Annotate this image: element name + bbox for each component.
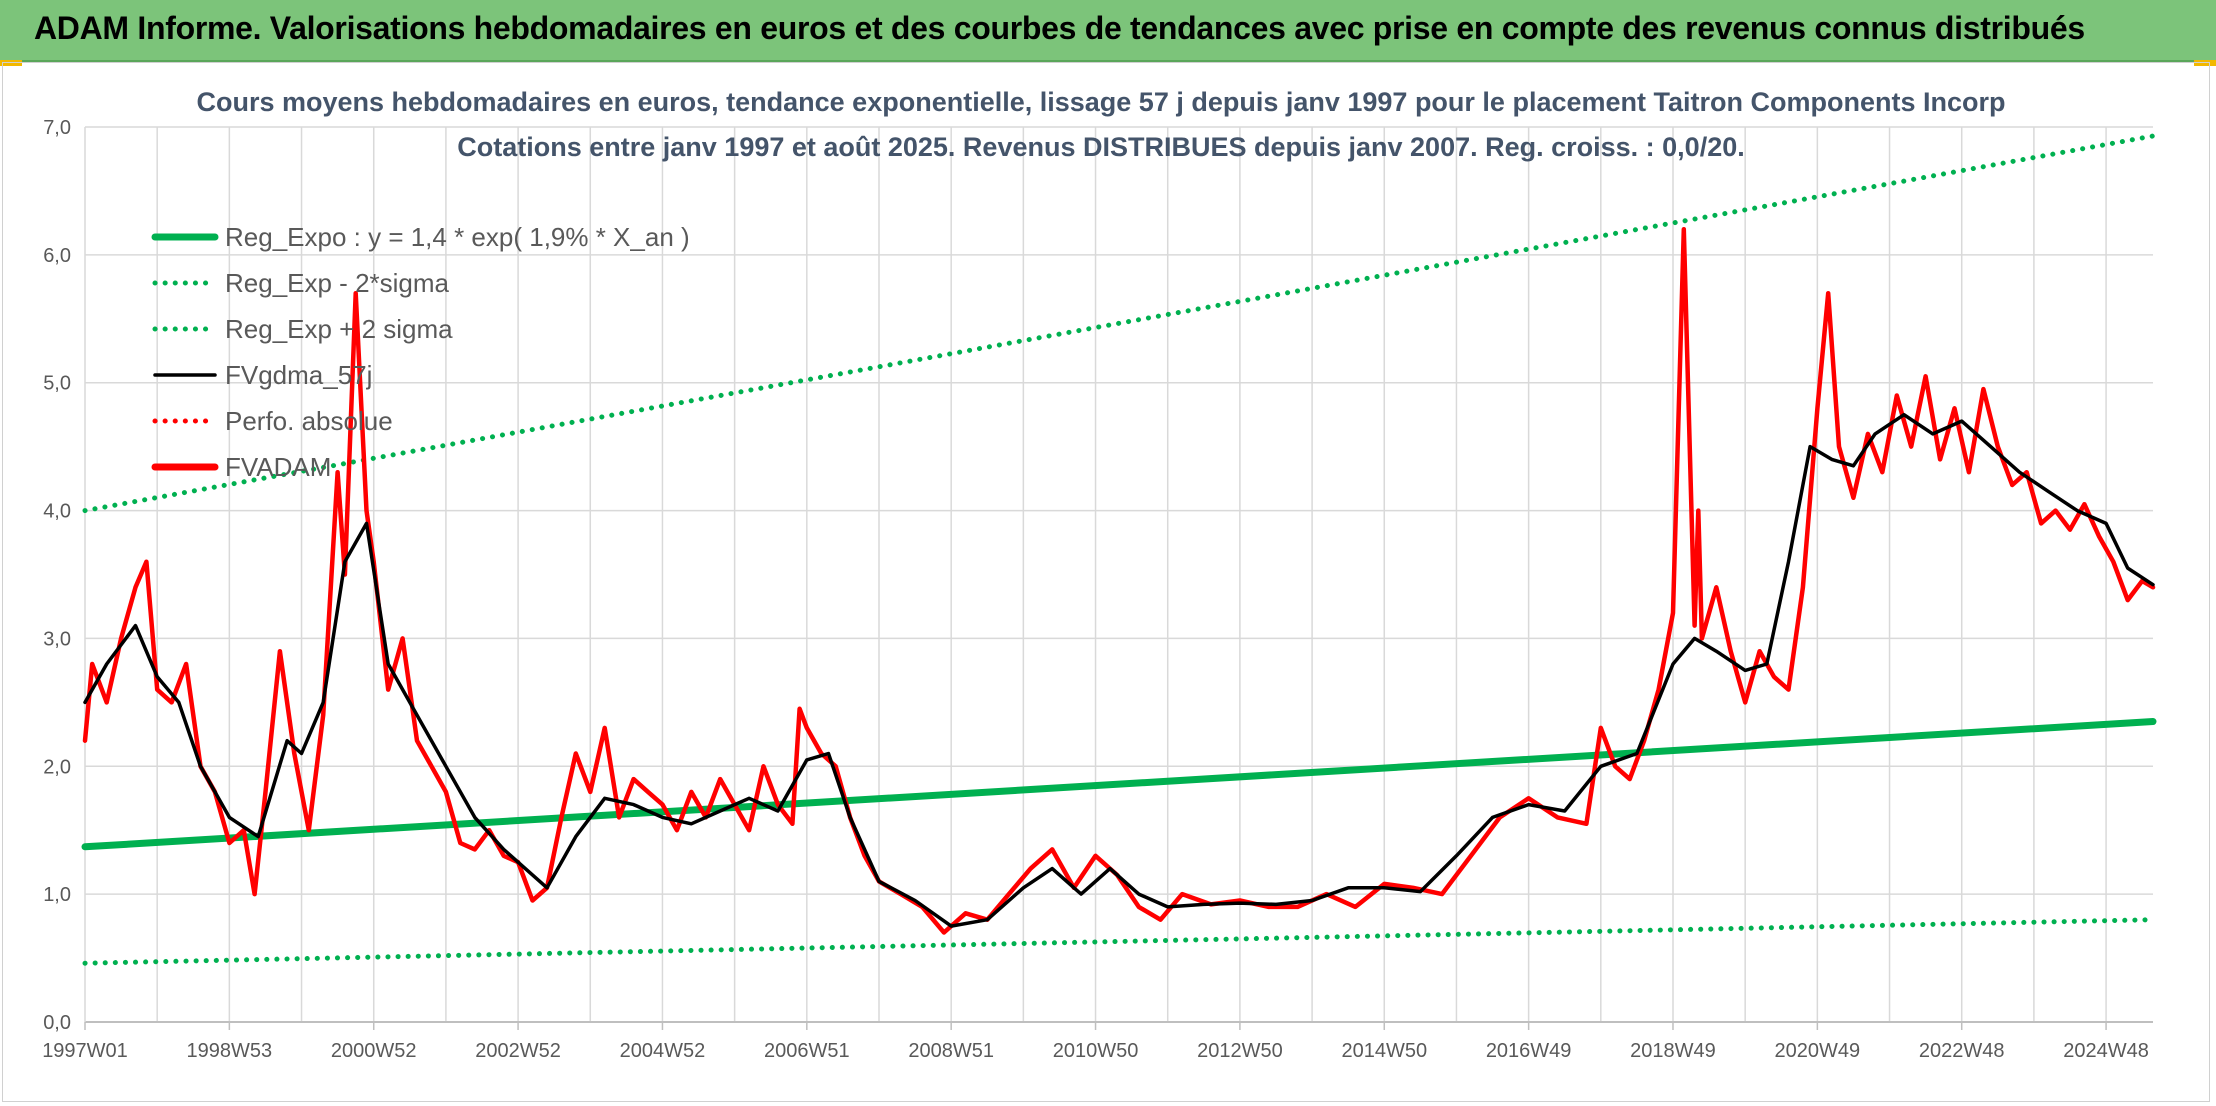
legend: Reg_Expo : y = 1,4 * exp( 1,9% * X_an ) R… — [151, 222, 690, 482]
legend-entry: Reg_Expo : y = 1,4 * exp( 1,9% * X_an ) — [225, 222, 690, 252]
series-lines — [81, 133, 2157, 966]
chart-title: Cours moyens hebdomadaires en euros, ten… — [197, 87, 2006, 117]
report-title: ADAM Informe. Valorisations hebdomadaire… — [34, 10, 2085, 46]
corner-accent-right — [2194, 60, 2216, 66]
axes: 0,0 1,0 2,0 3,0 4,0 5,0 6,0 7,0 1997W01 1998W53 20… — [42, 117, 2153, 1062]
chart-area: 0,0 1,0 2,0 3,0 4,0 5,0 6,0 7,0 1997W01 1998W53 20… — [2, 62, 2210, 1102]
y-tick-label: 4,0 — [43, 501, 71, 523]
x-tick-label: 2004W52 — [620, 1040, 706, 1062]
legend-entry: Perfo. absolue — [225, 406, 393, 436]
x-tick-label: 2022W48 — [1919, 1040, 2005, 1062]
x-tick-label: 2020W49 — [1775, 1040, 1861, 1062]
legend-entry: Reg_Exp + 2 sigma — [225, 314, 453, 344]
series-line-2 — [82, 133, 2156, 514]
series-line-0 — [81, 718, 2157, 851]
y-tick-label: 1,0 — [43, 884, 71, 906]
x-tick-label: 2012W50 — [1197, 1040, 1283, 1062]
y-tick-label: 5,0 — [43, 373, 71, 395]
x-tick-label: 2018W49 — [1630, 1040, 1716, 1062]
x-tick-label: 2002W52 — [475, 1040, 561, 1062]
series-line-3 — [83, 412, 2155, 928]
report-header: ADAM Informe. Valorisations hebdomadaire… — [0, 0, 2216, 62]
x-tick-label: 2000W52 — [331, 1040, 417, 1062]
legend-entry: Reg_Exp - 2*sigma — [225, 268, 450, 298]
x-tick-label: 2010W50 — [1053, 1040, 1139, 1062]
legend-entry: FVgdma_57j — [225, 360, 372, 390]
series-line-5 — [82, 227, 2156, 935]
y-tick-label: 0,0 — [43, 1012, 71, 1034]
gridlines — [85, 126, 2153, 1023]
y-tick-label: 7,0 — [43, 117, 71, 139]
series-line-1 — [82, 917, 2156, 966]
line-chart: 0,0 1,0 2,0 3,0 4,0 5,0 6,0 7,0 1997W01 1998W53 20… — [42, 87, 2157, 1062]
x-tick-label: 2008W51 — [908, 1040, 994, 1062]
legend-entry: FVADAM — [225, 452, 331, 482]
x-tick-label: 2016W49 — [1486, 1040, 1572, 1062]
y-tick-label: 6,0 — [43, 245, 71, 267]
x-tick-label: 2024W48 — [2063, 1040, 2149, 1062]
corner-accent-left — [0, 60, 22, 66]
y-tick-label: 2,0 — [43, 756, 71, 778]
x-tick-label: 2006W51 — [764, 1040, 850, 1062]
y-tick-label: 3,0 — [43, 628, 71, 650]
x-tick-label: 2014W50 — [1341, 1040, 1427, 1062]
x-tick-label: 1998W53 — [187, 1040, 273, 1062]
x-tick-label: 1997W01 — [42, 1040, 128, 1062]
chart-subtitle: Cotations entre janv 1997 et août 2025. … — [457, 132, 1744, 162]
